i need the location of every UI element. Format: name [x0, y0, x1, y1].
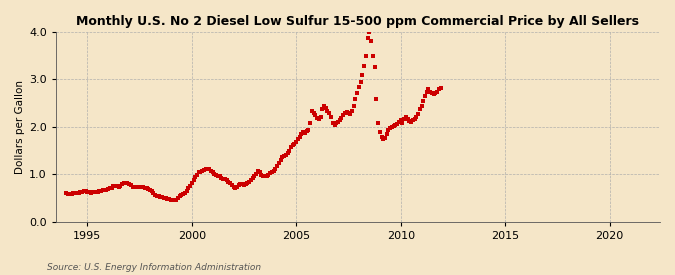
Title: Monthly U.S. No 2 Diesel Low Sulfur 15-500 ppm Commercial Price by All Sellers: Monthly U.S. No 2 Diesel Low Sulfur 15-5… [76, 15, 639, 28]
Y-axis label: Dollars per Gallon: Dollars per Gallon [15, 80, 25, 174]
Text: Source: U.S. Energy Information Administration: Source: U.S. Energy Information Administ… [47, 263, 261, 272]
